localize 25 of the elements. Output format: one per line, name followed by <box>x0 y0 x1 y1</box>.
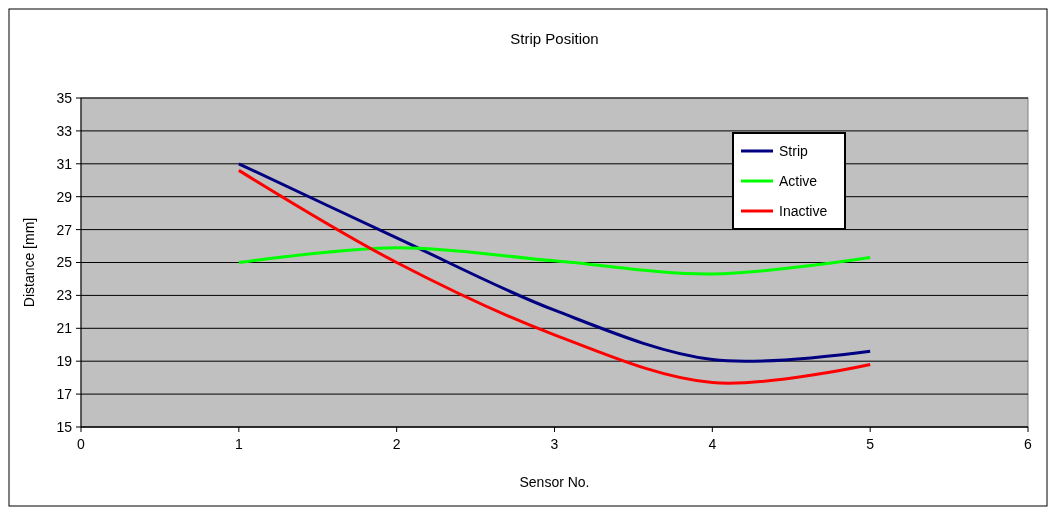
line-series <box>237 246 872 276</box>
x-tick-label: 2 <box>392 436 401 452</box>
y-tick-label: 35 <box>56 89 73 106</box>
y-tick-label: 15 <box>56 418 73 435</box>
legend-label: Active <box>779 172 818 189</box>
x-tick-label: 6 <box>1024 436 1033 452</box>
chart-title: Strip Position <box>510 30 599 47</box>
y-tick-label: 27 <box>56 221 73 238</box>
y-tick-label: 29 <box>56 188 73 205</box>
x-tick-label: 0 <box>77 436 86 452</box>
y-tick-label: 25 <box>56 254 73 271</box>
y-tick-label: 33 <box>56 122 73 139</box>
legend-label: Inactive <box>779 202 828 219</box>
y-tick-label: 23 <box>56 287 73 304</box>
legend-label: Strip <box>779 142 808 159</box>
y-tick-label: 21 <box>56 320 73 337</box>
x-tick-label: 3 <box>550 436 559 452</box>
y-tick-label: 19 <box>56 353 73 370</box>
x-tick-label: 4 <box>708 436 717 452</box>
x-tick-label: 5 <box>866 436 875 452</box>
y-axis-title: Distance [mm] <box>21 217 37 308</box>
x-tick-label: 1 <box>234 436 243 452</box>
x-axis-title: Sensor No. <box>519 474 590 490</box>
y-tick-label: 31 <box>56 155 73 172</box>
y-tick-label: 17 <box>56 386 73 402</box>
